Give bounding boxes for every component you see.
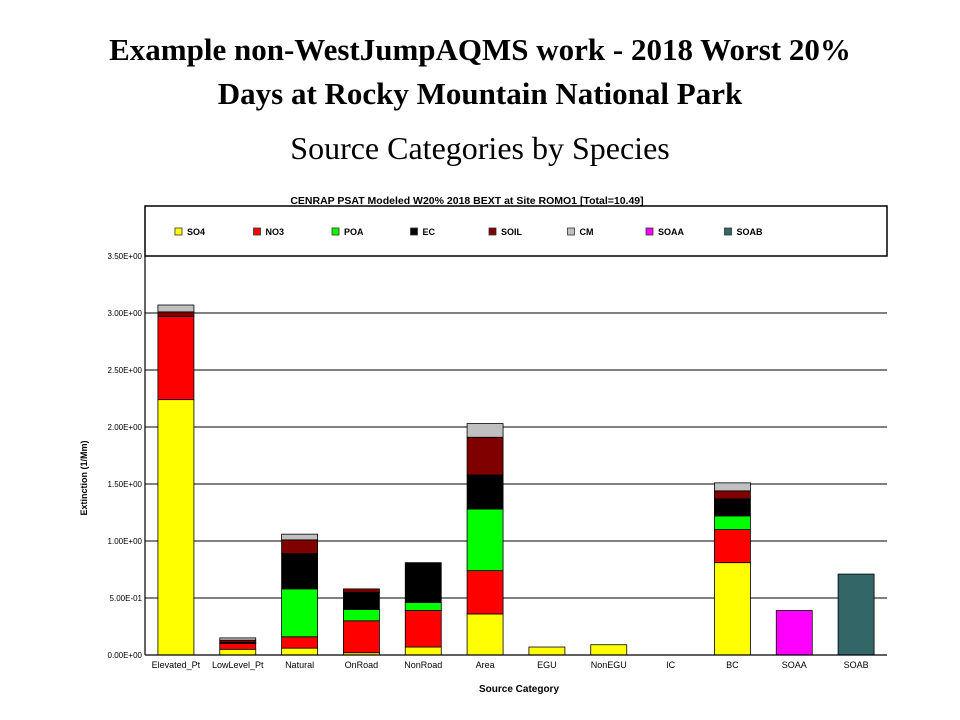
y-axis-label: Extinction (1/Mm) (79, 440, 89, 515)
legend-label: SOIL (501, 227, 523, 237)
bar-segment-so4 (157, 399, 195, 656)
bar-segment-soil (281, 539, 318, 554)
legend-label: POA (344, 227, 364, 237)
bar-segment-soil (343, 588, 380, 593)
bar-segment-no3 (466, 570, 504, 615)
legend-label: SOAB (737, 227, 764, 237)
slide-title-line2: Days at Rocky Mountain National Park (217, 76, 743, 111)
bar-segment-cm (466, 423, 504, 438)
legend-label: CM (580, 227, 594, 237)
bar-segment-so4 (219, 648, 257, 656)
x-tick-label: Natural (285, 660, 314, 670)
x-tick-label: OnRoad (345, 660, 379, 670)
x-tick-label: IC (666, 660, 676, 670)
bar-segment-ec (343, 591, 380, 610)
legend-swatch (645, 227, 654, 236)
bar-segment-no3 (343, 620, 380, 654)
bar-segment-cm (219, 637, 257, 641)
bar-segment-poa (714, 515, 751, 531)
stacked-bar-chart: CENRAP PSAT Modeled W20% 2018 BEXT at Si… (79, 195, 888, 695)
bar-segment-ec (466, 474, 504, 510)
legend-label: SO4 (187, 227, 205, 237)
bar-segment-no3 (404, 610, 442, 648)
bar-segment-so4 (528, 646, 566, 656)
x-tick-label: NonRoad (404, 660, 442, 670)
y-tick-label: 0.00E+00 (108, 651, 143, 660)
y-tick-label: 1.50E+00 (108, 480, 143, 489)
bar-segment-so4 (714, 562, 751, 656)
bar-segment-poa (466, 508, 504, 572)
x-tick-label: EGU (537, 660, 557, 670)
legend-label: SOAA (658, 227, 685, 237)
bar-segment-so4 (404, 646, 442, 656)
x-axis-label: Source Category (479, 684, 559, 695)
chart-legend: SO4 NO3 POA EC SOIL CM SOAA SOAB (144, 205, 888, 257)
y-tick-label: 1.00E+00 (108, 537, 143, 546)
bar-segment-poa (404, 602, 442, 611)
chart-panel: CENRAP PSAT Modeled W20% 2018 BEXT at Si… (57, 174, 891, 702)
legend-swatch (174, 227, 183, 236)
x-tick-label: SOAA (782, 660, 807, 670)
legend-swatch (488, 227, 497, 236)
bar-segment-so4 (590, 644, 628, 656)
legend-swatch (331, 227, 340, 236)
legend-swatch (410, 227, 418, 236)
bar-segment-soil (714, 490, 751, 500)
bar-segment-ec (714, 498, 751, 517)
legend-swatch (253, 227, 261, 236)
bar-segment-no3 (219, 643, 257, 650)
bar-segment-no3 (714, 529, 751, 564)
y-tick-label: 3.00E+00 (108, 309, 143, 318)
x-tick-label: LowLevel_Pt (212, 660, 264, 670)
x-tick-label: Elevated_Pt (152, 660, 201, 670)
slide-title-line1: Example non-WestJumpAQMS work - 2018 Wor… (109, 32, 851, 67)
legend-box (144, 205, 888, 257)
bar-segment-no3 (281, 636, 318, 649)
plot-area: 0.00E+00 5.00E-01 1.00E+00 1.50E+00 2.00E+00… (108, 252, 887, 670)
bar-segment-ec (281, 553, 318, 590)
x-tick-label: SOAB (844, 660, 869, 670)
bar-segment-no3 (157, 316, 195, 401)
y-tick-label: 2.50E+00 (108, 366, 143, 375)
bar-segment-poa (281, 588, 318, 638)
legend-label: NO3 (266, 227, 285, 237)
y-tick-label: 5.00E-01 (110, 594, 143, 603)
bar-segment-soil (466, 436, 504, 476)
slide-title: Example non-WestJumpAQMS work - 2018 Wor… (0, 28, 960, 116)
legend-label: EC (423, 227, 436, 237)
bar-segment-soil (157, 311, 195, 317)
bar-segment-soab (837, 573, 875, 656)
bar-segment-so4 (281, 647, 318, 656)
y-tick-label: 3.50E+00 (108, 252, 143, 261)
bar-segment-so4 (466, 613, 504, 656)
bar-segment-cm (714, 482, 751, 492)
bar-segment-soaa (775, 610, 813, 656)
bar-segment-cm (281, 533, 318, 541)
x-tick-label: NonEGU (591, 660, 627, 670)
legend-swatch (724, 227, 732, 236)
bar-segment-poa (343, 608, 380, 622)
bar-segment-cm (157, 304, 195, 313)
x-tick-label: Area (476, 660, 495, 670)
slide-subtitle: Source Categories by Species (290, 130, 670, 166)
chart-title: CENRAP PSAT Modeled W20% 2018 BEXT at Si… (290, 195, 643, 207)
x-tick-label: BC (726, 660, 739, 670)
legend-swatch (567, 227, 575, 236)
y-tick-label: 2.00E+00 (108, 423, 143, 432)
bar-segment-ec (404, 562, 442, 603)
